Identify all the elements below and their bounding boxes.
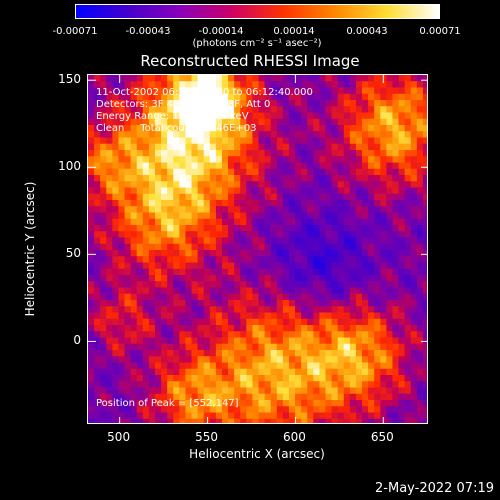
time-range-label: 11-Oct-2002 06:12:28.000 to 06:12:40.000 <box>96 87 313 98</box>
y-tick-label: 150 <box>58 72 81 87</box>
peak-position-label: Position of Peak = [552,147] <box>96 398 239 409</box>
footer-date: 2-May-2022 07:19 <box>375 481 494 496</box>
colorbar-tick-label: -0.00014 <box>198 26 244 37</box>
colorbar-tick-label: 0.00071 <box>419 26 461 37</box>
heatmap-image <box>88 75 427 423</box>
colorbar-tick-label: 0.00043 <box>346 26 388 37</box>
colorbar-units: (photons cm⁻² s⁻¹ asec⁻²) <box>192 38 322 49</box>
x-tick-label: 550 <box>195 430 218 444</box>
clean-counts-label: Clean Total counts: 2.46E+03 <box>96 123 257 134</box>
colorbar-tick-label: -0.00071 <box>52 26 98 37</box>
y-axis-label: Heliocentric Y (arcsec) <box>23 181 37 317</box>
x-tick-label: 500 <box>107 430 131 444</box>
chart-title: Reconstructed RHESSI Image <box>140 52 360 70</box>
heatmap-plot: 11-Oct-2002 06:12:28.000 to 06:12:40.000… <box>87 74 428 424</box>
y-tick-label: 0 <box>73 333 81 348</box>
colorbar <box>75 4 440 19</box>
colorbar-tick-label: 0.00014 <box>273 26 315 37</box>
y-tick-label: 100 <box>58 159 81 174</box>
y-tick-label: 50 <box>65 246 81 261</box>
x-tick-label: 600 <box>282 430 306 444</box>
colorbar-tick-label: -0.00043 <box>125 26 171 37</box>
x-tick-label: 650 <box>370 430 394 444</box>
energy-range-label: Energy Range: 12.0 - 25.0 keV <box>96 111 249 122</box>
detectors-label: Detectors: 3F 4F 5F 6F 7F 8F, Att 0 <box>96 99 271 110</box>
x-axis-label: Heliocentric X (arcsec) <box>189 447 325 461</box>
